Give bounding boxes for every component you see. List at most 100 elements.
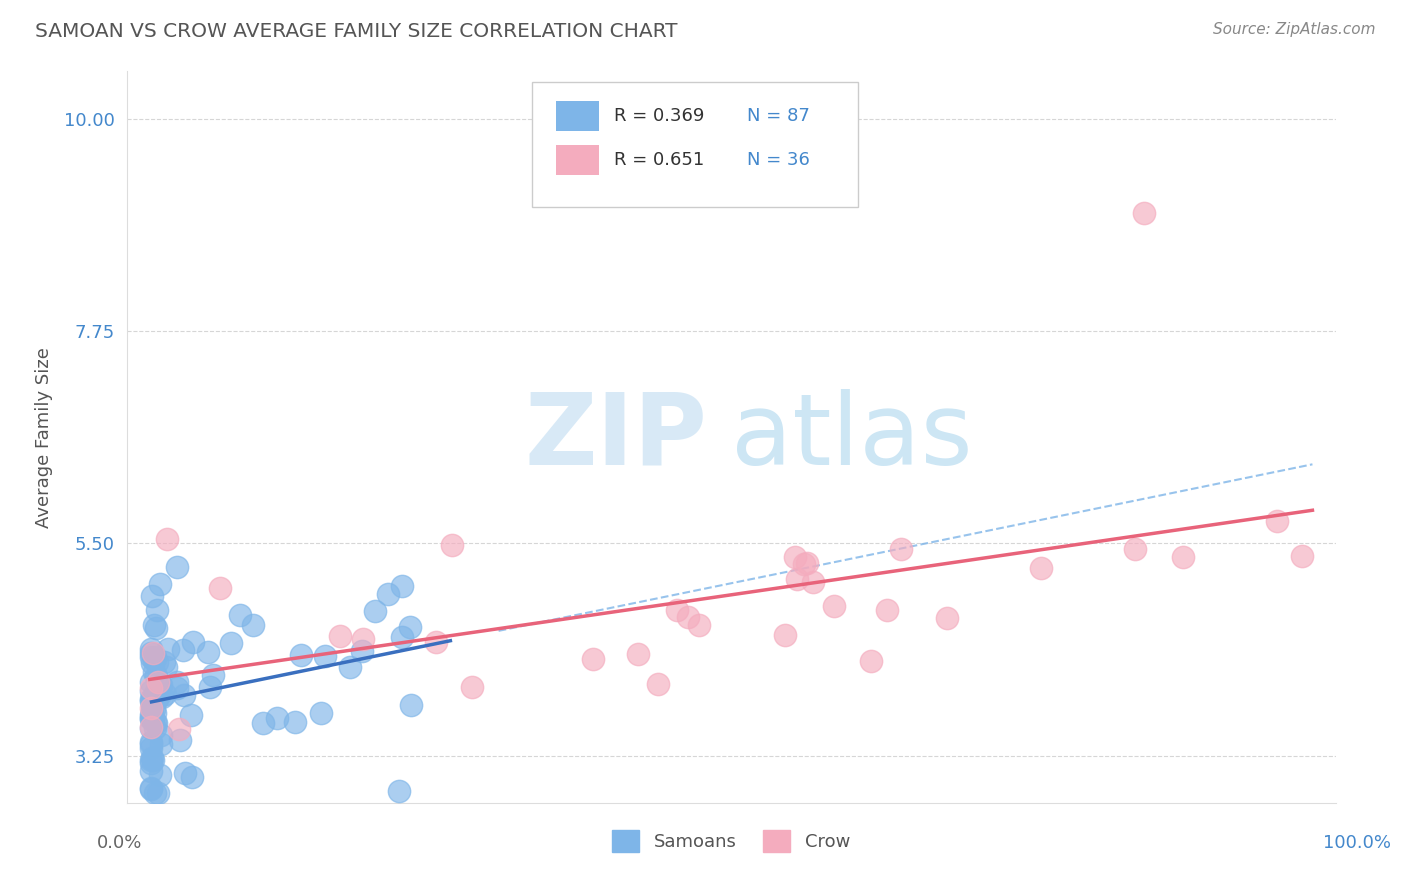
Point	[166, 681, 188, 696]
Point	[823, 599, 845, 613]
Point	[352, 632, 374, 646]
Point	[142, 753, 165, 767]
Text: 100.0%: 100.0%	[1323, 834, 1391, 852]
Point	[139, 741, 162, 756]
Point	[242, 618, 264, 632]
Point	[143, 786, 166, 800]
Text: 0.0%: 0.0%	[97, 834, 142, 852]
Point	[141, 646, 163, 660]
Point	[146, 655, 169, 669]
Point	[647, 677, 669, 691]
Text: R = 0.369: R = 0.369	[614, 107, 704, 125]
Point	[143, 686, 166, 700]
Point	[1171, 550, 1194, 565]
Point	[143, 618, 166, 632]
Point	[150, 690, 173, 705]
Point	[150, 737, 173, 751]
Point	[284, 715, 307, 730]
Point	[440, 538, 463, 552]
Point	[143, 715, 166, 730]
Point	[173, 688, 195, 702]
Point	[141, 721, 163, 735]
Point	[141, 751, 163, 765]
Point	[181, 634, 204, 648]
Legend: Samoans, Crow: Samoans, Crow	[605, 823, 858, 860]
Point	[143, 706, 166, 720]
Point	[339, 660, 361, 674]
Point	[139, 712, 162, 726]
Point	[141, 656, 163, 670]
Point	[172, 643, 194, 657]
Point	[1291, 549, 1313, 564]
Point	[229, 608, 252, 623]
Point	[803, 574, 825, 589]
Point	[156, 532, 179, 546]
Point	[139, 737, 162, 751]
Point	[149, 768, 172, 782]
Point	[1133, 206, 1156, 220]
Text: N = 87: N = 87	[747, 107, 810, 125]
Point	[139, 681, 162, 696]
Point	[399, 620, 422, 634]
Point	[219, 636, 242, 650]
Point	[153, 655, 176, 669]
Point	[309, 706, 332, 721]
Point	[145, 669, 167, 683]
Text: SAMOAN VS CROW AVERAGE FAMILY SIZE CORRELATION CHART: SAMOAN VS CROW AVERAGE FAMILY SIZE CORRE…	[35, 22, 678, 41]
FancyBboxPatch shape	[555, 145, 599, 175]
Text: R = 0.651: R = 0.651	[614, 151, 704, 169]
Point	[146, 602, 169, 616]
Point	[785, 550, 807, 565]
Point	[688, 617, 710, 632]
Point	[139, 683, 162, 698]
Point	[141, 704, 163, 718]
Point	[166, 560, 188, 574]
Point	[1267, 515, 1289, 529]
Point	[149, 678, 172, 692]
Point	[149, 687, 172, 701]
Point	[143, 653, 166, 667]
Point	[145, 715, 167, 730]
Point	[180, 707, 202, 722]
Point	[139, 781, 162, 796]
Point	[146, 675, 169, 690]
Point	[197, 644, 219, 658]
Point	[139, 756, 162, 771]
Point	[141, 701, 163, 715]
Point	[141, 698, 163, 713]
Point	[145, 621, 167, 635]
Point	[155, 660, 177, 674]
Point	[329, 629, 352, 643]
Point	[266, 711, 288, 725]
Point	[143, 665, 166, 679]
Point	[167, 722, 190, 736]
Point	[139, 753, 162, 767]
Point	[1123, 541, 1146, 556]
Point	[180, 770, 202, 784]
Point	[139, 692, 162, 706]
Point	[139, 646, 162, 660]
Text: ZIP: ZIP	[524, 389, 707, 485]
Point	[156, 642, 179, 657]
Point	[399, 698, 422, 712]
Point	[201, 668, 224, 682]
Point	[890, 541, 912, 556]
Point	[139, 721, 162, 735]
Point	[665, 603, 688, 617]
Point	[145, 691, 167, 706]
Point	[139, 642, 162, 657]
Point	[139, 780, 162, 795]
Point	[149, 729, 172, 743]
Point	[153, 687, 176, 701]
Point	[391, 579, 413, 593]
Point	[876, 603, 898, 617]
Point	[935, 611, 957, 625]
Point	[141, 694, 163, 708]
Point	[142, 702, 165, 716]
Point	[252, 715, 274, 730]
Point	[796, 556, 818, 570]
Point	[148, 680, 170, 694]
Point	[786, 572, 808, 586]
Point	[166, 675, 188, 690]
Point	[139, 649, 162, 664]
